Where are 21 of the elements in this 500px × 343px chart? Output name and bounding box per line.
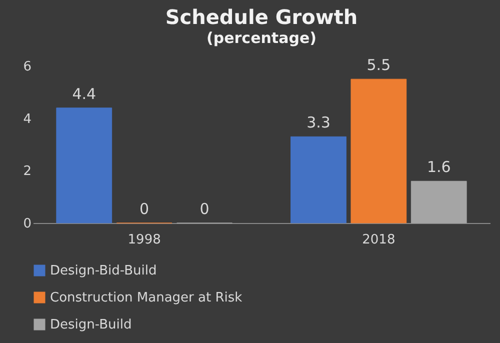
bar	[410, 180, 467, 224]
data-label: 5.5	[366, 56, 391, 74]
data-label: 0	[140, 200, 150, 218]
y-tick-label: 0	[23, 216, 32, 232]
data-label: 3.3	[306, 114, 330, 132]
bar	[350, 78, 407, 224]
x-tick-label: 2018	[362, 232, 396, 248]
y-tick-label: 6	[23, 60, 32, 74]
chart-subtitle: (percentage)	[206, 29, 316, 48]
y-tick-label: 4	[23, 112, 32, 127]
legend-label: Construction Manager at Risk	[50, 290, 243, 306]
data-label: 1.6	[426, 158, 451, 176]
data-label: 4.4	[72, 84, 96, 103]
x-tick-label: 1998	[128, 232, 161, 248]
data-label: 0	[200, 200, 210, 218]
bar	[56, 108, 112, 224]
chart-title: Schedule Growth	[165, 5, 358, 30]
y-tick-label: 2	[23, 164, 32, 180]
legend-label: Design-Build	[50, 318, 132, 332]
legend-label: Design-Bid-Build	[50, 264, 157, 278]
bar	[290, 136, 346, 224]
